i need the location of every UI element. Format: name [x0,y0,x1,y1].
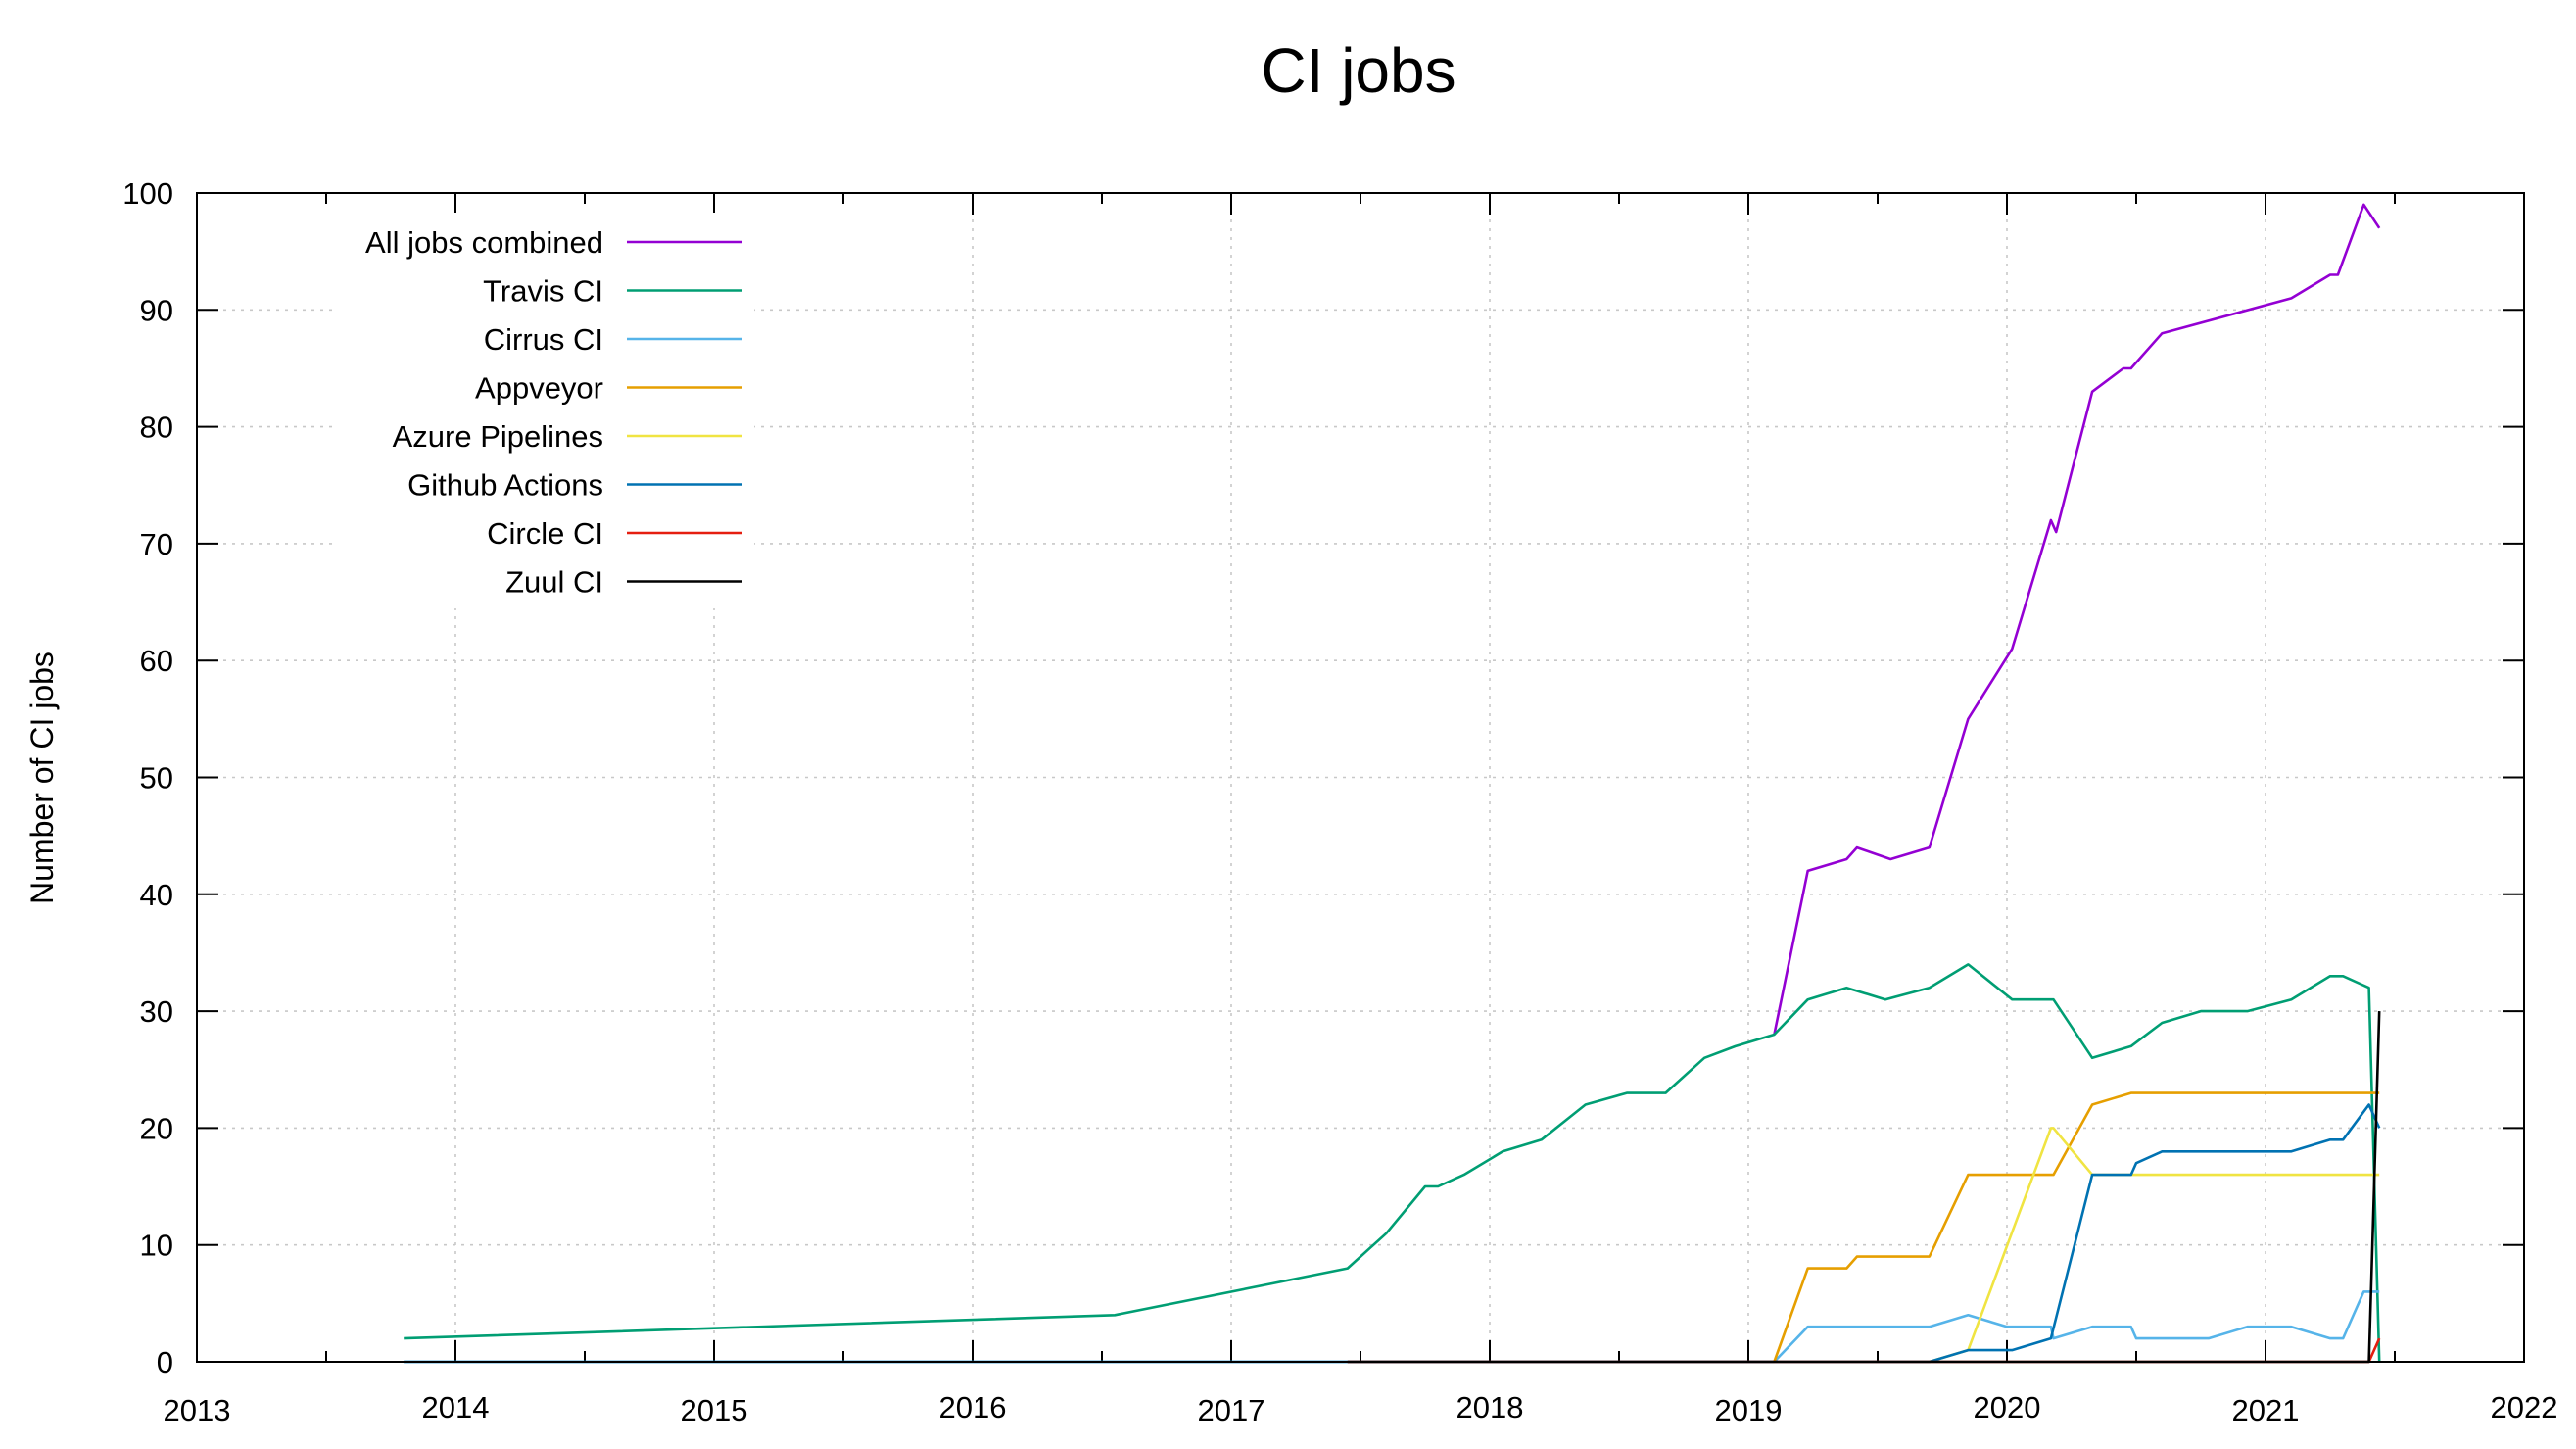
series-line-cirrus-ci [404,1290,2380,1364]
legend-label: All jobs combined [365,225,603,260]
series-line-github-actions [404,1103,2381,1364]
legend-label: Circle CI [487,516,603,551]
x-tick-label: 2022 [2491,1390,2558,1425]
y-tick-label: 40 [140,878,173,912]
y-tick-label: 10 [140,1229,173,1263]
x-tick-label: 2019 [1715,1393,1783,1427]
series-line-all-jobs-combined [1773,203,2381,1036]
y-tick-label: 80 [140,411,173,445]
legend-label: Appveyor [475,371,603,406]
tick-labels: 0 10 20 30 40 50 60 70 80 90 100 2013 2014 2015 2016 20… [122,176,2557,1427]
x-tick-label: 2017 [1198,1393,1265,1427]
legend-label: Zuul CI [505,565,603,600]
y-tick-label: 0 [157,1345,173,1379]
x-tick-label: 2013 [164,1393,231,1427]
grid [197,193,2524,1362]
y-tick-label: 90 [140,293,173,327]
legend-background [333,213,754,608]
y-axis-label: Number of CI jobs [24,652,60,904]
x-tick-label: 2016 [939,1390,1007,1425]
x-tick-label: 2020 [1974,1390,2041,1425]
y-tick-label: 70 [140,527,173,561]
plot-frame [196,192,2525,1363]
chart-title: CI jobs [1261,35,1455,106]
y-tick-label: 30 [140,994,173,1029]
x-tick-label: 2014 [422,1390,490,1425]
legend-label: Travis CI [483,274,603,309]
series-line-appveyor [1773,1091,2380,1363]
y-tick-label: 50 [140,761,173,796]
legend-label: Github Actions [407,468,603,503]
legend-label: Cirrus CI [484,322,603,357]
series-line-circle-ci [1347,1337,2381,1364]
series-line-zuul-ci [1347,1011,2381,1364]
x-tick-label: 2021 [2232,1393,2300,1427]
series-line-travis-ci [404,963,2381,1363]
y-tick-label: 60 [140,644,173,678]
y-tick-label: 100 [122,176,173,211]
legend-label: Azure Pipelines [393,419,603,454]
x-tick-label: 2015 [681,1393,748,1427]
y-tick-label: 20 [140,1111,173,1145]
x-tick-label: 2018 [1456,1390,1524,1425]
legend: All jobs combined Travis CI Cirrus CI Appve… [333,213,754,608]
